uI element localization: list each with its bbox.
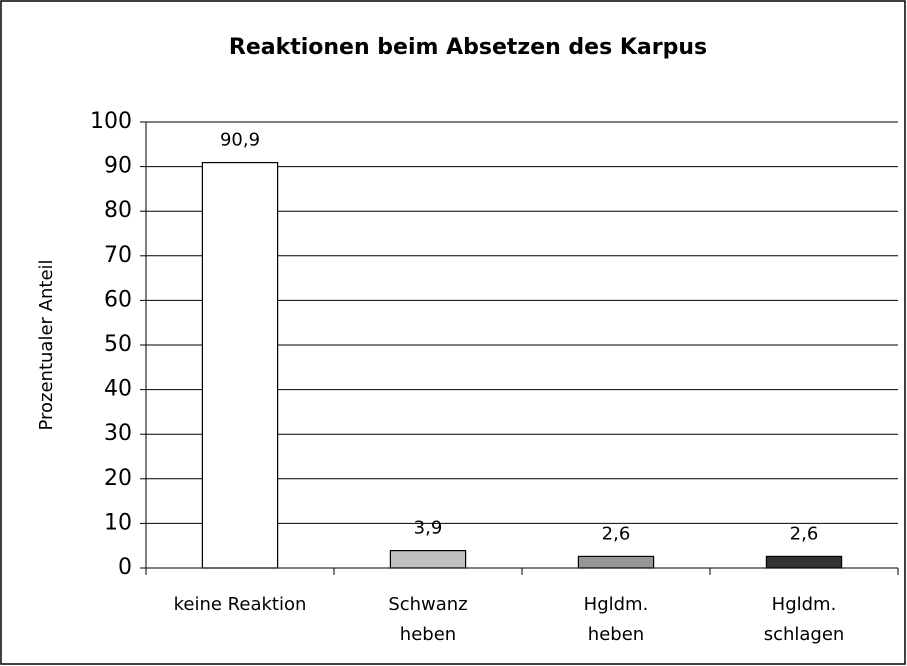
chart-title: Reaktionen beim Absetzen des Karpus (229, 35, 707, 60)
bar (765, 555, 843, 569)
y-tick-label: 40 (104, 377, 132, 402)
y-tick-label: 20 (104, 466, 132, 491)
data-label: 2,6 (602, 523, 631, 544)
y-tick-label: 10 (104, 510, 132, 535)
data-label: 90,9 (220, 130, 260, 151)
data-label: 2,6 (790, 523, 819, 544)
y-tick-label: 50 (104, 332, 132, 357)
y-tick-label: 90 (104, 154, 132, 179)
y-tick-label: 70 (104, 243, 132, 268)
y-tick-label: 100 (90, 109, 132, 134)
data-label: 3,9 (414, 518, 443, 539)
y-tick-label: 80 (104, 198, 132, 223)
y-tick-label: 60 (104, 287, 132, 312)
x-tick-label: Hgldm. heben (583, 594, 649, 645)
y-tick-label: 30 (104, 421, 132, 446)
x-tick-label: Schwanz heben (388, 594, 468, 645)
bar (577, 555, 655, 569)
y-tick-label: 0 (118, 555, 132, 580)
y-axis-title: Prozentualer Anteil (36, 259, 57, 430)
x-tick-label: Hgldm. schlagen (763, 594, 845, 645)
bar (201, 161, 279, 569)
bar (389, 550, 467, 569)
x-tick-label: keine Reaktion (173, 594, 307, 615)
